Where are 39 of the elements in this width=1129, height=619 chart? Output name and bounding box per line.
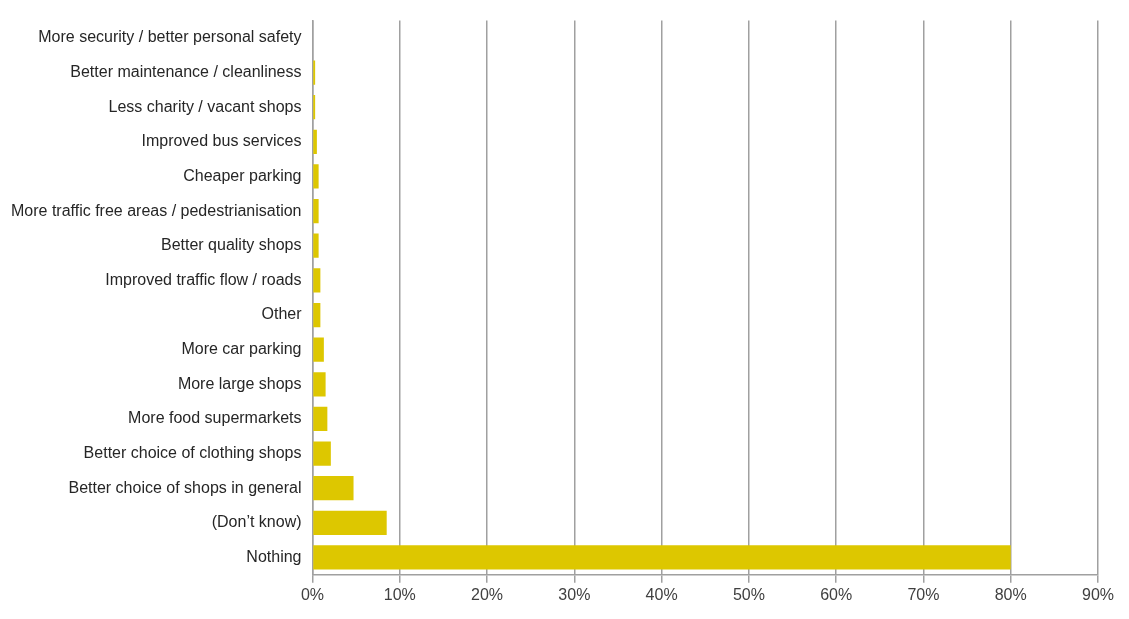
x-tick-label: 40% xyxy=(645,585,678,603)
y-tick-label: Improved bus services xyxy=(141,132,302,150)
bar xyxy=(313,476,354,501)
x-tick-label: 10% xyxy=(383,585,416,603)
bar xyxy=(313,510,387,535)
bar xyxy=(313,268,321,293)
x-tick-label: 80% xyxy=(994,585,1027,603)
x-tick-label: 90% xyxy=(1081,585,1115,603)
y-tick-label: Better maintenance / cleanliness xyxy=(70,62,302,80)
bar xyxy=(313,337,324,362)
y-tick-label: Better choice of shops in general xyxy=(68,478,302,496)
y-tick-label: Less charity / vacant shops xyxy=(108,97,302,115)
x-tick-label: 60% xyxy=(820,585,853,603)
y-tick-label: Cheaper parking xyxy=(183,166,302,184)
y-tick-label: More food supermarkets xyxy=(128,409,302,427)
y-tick-label: (Don’t know) xyxy=(211,513,302,531)
x-tick-label: 30% xyxy=(558,585,591,603)
bar xyxy=(313,164,319,189)
y-tick-label: Nothing xyxy=(246,547,302,565)
bar xyxy=(313,372,326,397)
bar xyxy=(313,302,321,328)
bar xyxy=(313,441,331,466)
y-tick-label: Better choice of clothing shops xyxy=(83,443,302,461)
bar xyxy=(313,406,328,432)
x-tick-label: 0% xyxy=(300,585,325,603)
y-tick-label: Better quality shops xyxy=(160,236,302,254)
y-tick-label: More large shops xyxy=(177,374,302,392)
bar xyxy=(313,233,319,258)
y-tick-label: Other xyxy=(261,305,303,323)
y-tick-label: More car parking xyxy=(181,340,302,358)
bar xyxy=(313,545,1011,570)
x-tick-label: 20% xyxy=(471,585,504,603)
y-tick-label: More traffic free areas / pedestrianisation xyxy=(11,201,302,219)
bar xyxy=(313,129,317,154)
bar xyxy=(313,198,319,224)
y-tick-label: More security / better personal safety xyxy=(38,28,302,46)
x-tick-label: 70% xyxy=(907,585,940,603)
y-tick-label: Improved traffic flow / roads xyxy=(105,270,302,288)
x-tick-label: 50% xyxy=(732,585,765,603)
